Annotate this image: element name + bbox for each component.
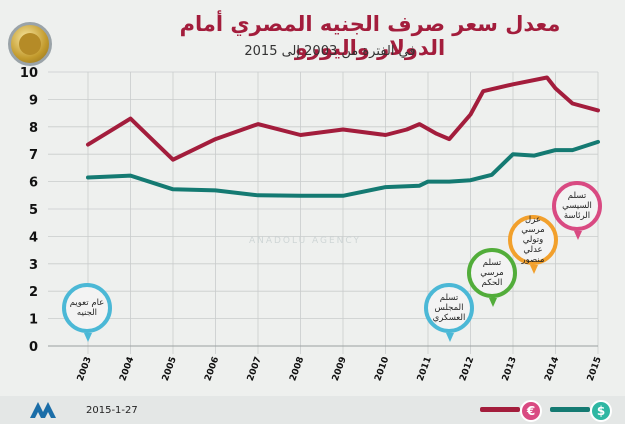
event-bubble-sisi: تسلم السيسي الرئاسة [552,181,602,231]
y-tick-label: 6 [29,176,38,191]
y-tick-label: 4 [29,230,38,245]
dollar-legend-line [550,407,590,412]
y-tick-label: 8 [29,121,38,136]
x-axis-labels: 2003 2004 2005 2006 2007 2008 2009 2010 2011 2012… [76,356,604,383]
y-tick-label: 7 [29,148,38,163]
x-tick-label: 2010 [373,356,391,383]
x-tick-label: 2009 [331,356,349,383]
x-tick-label: 2006 [203,356,221,383]
event-pin [574,231,582,240]
x-tick-label: 2014 [543,356,561,383]
anadolu-logo-icon [30,402,56,418]
event-pin [489,298,497,307]
chart-subtitle: في الفترة من 2003 إلى 2015 [244,44,416,59]
x-tick-label: 2013 [501,356,519,383]
x-tick-label: 2012 [458,356,476,383]
x-tick-label: 2008 [288,356,306,383]
y-axis-labels: 0 1 2 3 4 5 6 7 8 9 10 [20,66,38,355]
x-tick-label: 2003 [76,356,94,383]
y-tick-label: 1 [29,313,38,328]
euro-legend-line [480,407,520,412]
y-tick-label: 10 [20,66,38,81]
chart-grid [48,71,599,354]
x-tick-label: 2015 [586,356,604,383]
euro-series-line [86,75,600,162]
line-chart: ANADOLU AGENCY 0 1 2 3 4 5 6 7 8 9 10 2003 2004 2005… [20,66,604,383]
euro-icon: € [520,400,542,422]
y-tick-label: 9 [29,93,38,108]
x-tick-label: 2007 [246,356,264,383]
event-bubble-morsi: تسلم مرسي الحكم [467,248,517,298]
y-tick-label: 0 [29,340,38,355]
y-tick-label: 3 [29,258,38,273]
publish-date: 2015-1-27 [86,405,138,416]
event-pin [84,333,92,342]
event-bubble-devaluation: عام تعويم الجنيه [62,283,112,333]
chart-title: معدل سعر صرف الجنيه المصري أمام الدولار … [179,12,561,60]
pound-coin-icon [8,22,52,66]
watermark-text: ANADOLU AGENCY [249,236,361,246]
event-pin [530,265,538,274]
series-lines [86,75,600,198]
event-bubble-military-council: تسلم المجلس العسكري [424,283,474,333]
x-tick-label: 2004 [118,356,136,383]
dollar-series-line [86,139,600,198]
event-bubble-mansour: عزل مرسي وتولي عدلي منصور [508,215,558,265]
event-pin [446,333,454,342]
dollar-icon: $ [590,400,612,422]
x-tick-label: 2011 [416,356,434,383]
y-tick-label: 5 [29,203,38,218]
x-tick-label: 2005 [161,356,179,383]
y-tick-label: 2 [29,285,38,300]
